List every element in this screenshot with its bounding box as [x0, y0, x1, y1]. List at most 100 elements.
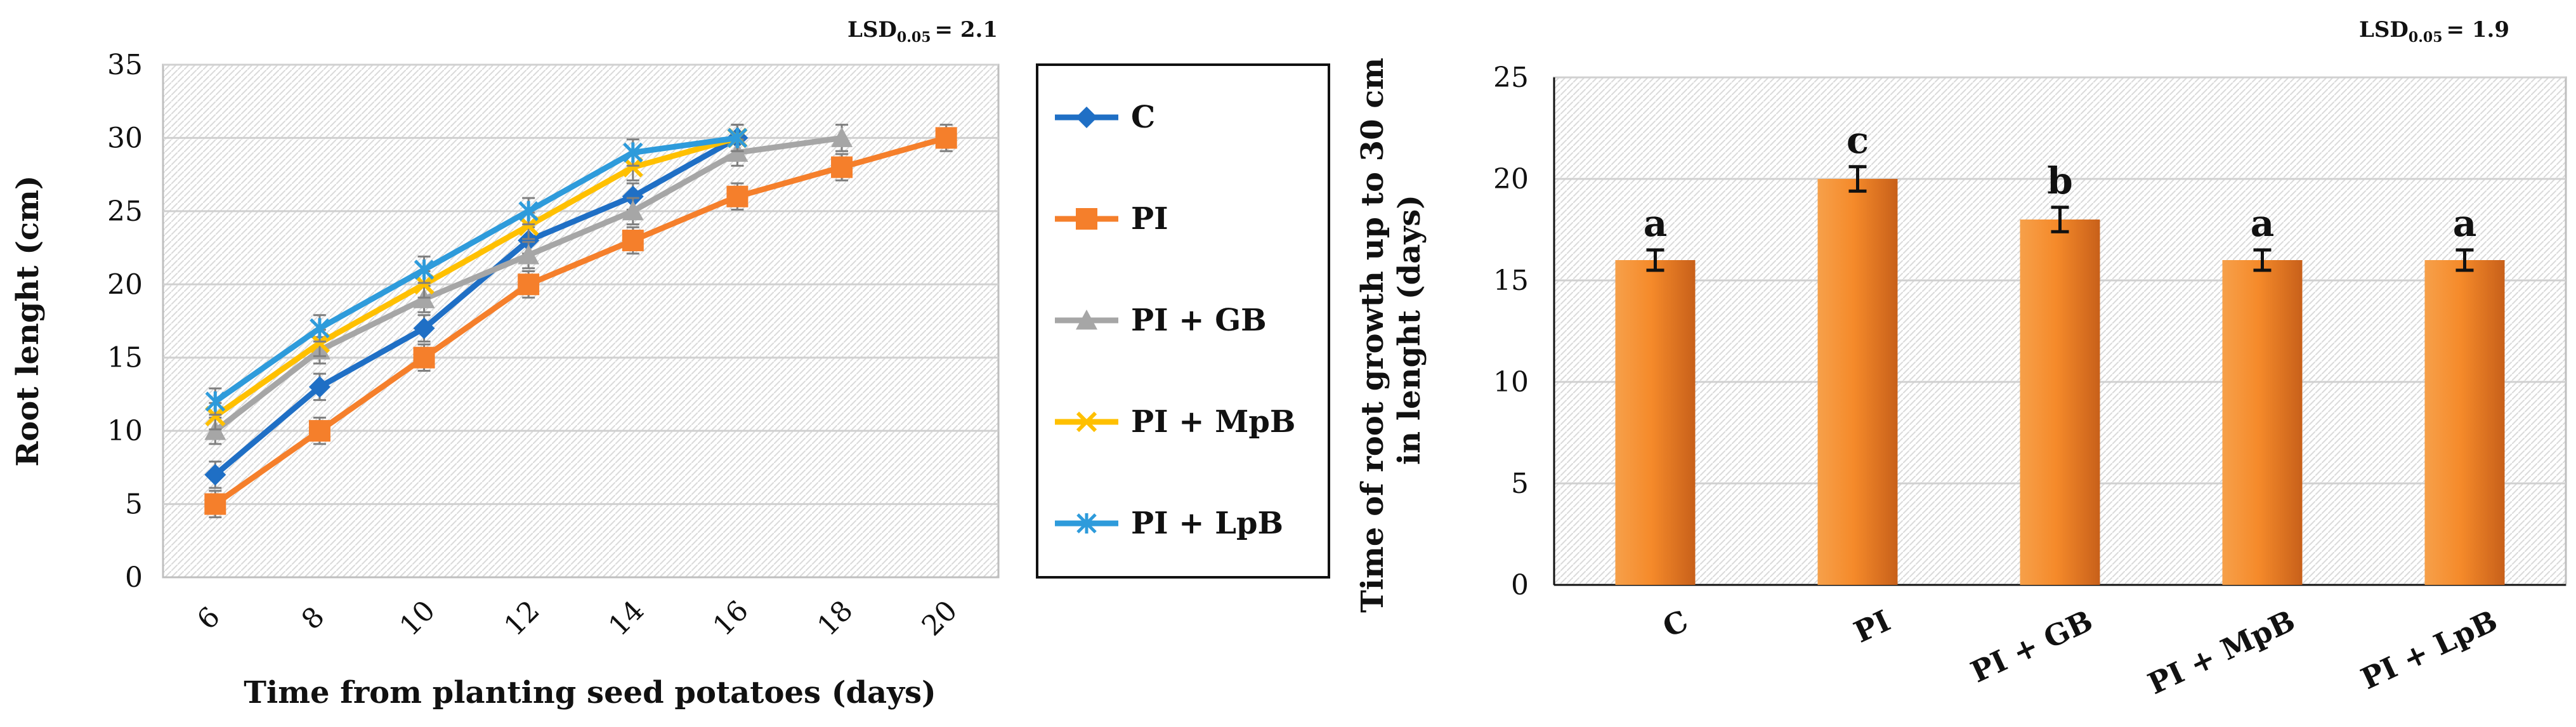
data-point: [623, 142, 643, 163]
legend-swatch-marker: [1076, 411, 1097, 433]
x-tick-label: C: [1657, 603, 1693, 644]
series-line: [213, 135, 947, 507]
data-point: [518, 244, 540, 265]
series-line: [213, 135, 739, 477]
data-point: [205, 405, 226, 427]
bar-c: a: [1615, 202, 1696, 585]
bar-pi-lpb: a: [2424, 202, 2505, 585]
series-line: [213, 134, 738, 404]
bar: [2020, 219, 2100, 585]
data-point: [518, 230, 540, 252]
x-tick-label: PI: [1848, 603, 1895, 650]
y-tick-label: 20: [107, 268, 143, 301]
marker-stroke: [205, 405, 226, 427]
legend-swatch-marker: [1076, 208, 1097, 230]
lsd-label: LSD0.05 = 2.1: [847, 17, 998, 46]
series-layer: [204, 124, 957, 518]
data-point: [310, 318, 330, 339]
marker-stroke: [1076, 411, 1097, 433]
bar: [1817, 179, 1898, 585]
x-tick-label: 8: [296, 601, 331, 636]
significance-letter: a: [1644, 202, 1668, 245]
x-tick-label: 12: [498, 594, 546, 643]
y-tick-label: 20: [1493, 163, 1529, 195]
x-tick-label: 14: [603, 594, 651, 643]
legend-item-c: C: [1055, 100, 1155, 135]
legend-label: C: [1131, 100, 1155, 135]
x-tick-labels: 6 8 10 12 14 16 18 20: [191, 594, 964, 643]
data-point: [308, 420, 330, 442]
y-tick-label: 15: [107, 342, 143, 374]
y-tick-label: 5: [1511, 468, 1529, 500]
legend-swatch-marker: [1076, 513, 1097, 534]
series-c: [204, 124, 749, 489]
y-tick-labels: 0 5 10 15 20 25 30 35: [107, 49, 143, 594]
data-point: [204, 493, 226, 515]
data-point: [622, 185, 644, 207]
data-point: [205, 391, 226, 412]
error-bar: [2455, 248, 2474, 272]
marker-stroke: [309, 332, 330, 353]
data-point: [518, 273, 540, 296]
plot-area-background: [162, 63, 1000, 579]
marker-stroke: [414, 274, 435, 295]
marker-stroke: [622, 157, 643, 178]
series-pi-lpb: [205, 124, 748, 416]
y-tick-label: 15: [1493, 265, 1529, 297]
significance-letter: a: [2453, 202, 2477, 245]
y-axis-title: Time of root growth up to 30 cm in lengh…: [1355, 47, 1427, 613]
marker-stroke: [518, 215, 539, 237]
data-point: [204, 464, 226, 486]
error-bar: [1848, 165, 1867, 193]
x-tick-label: 20: [916, 594, 964, 643]
significance-letter: c: [1847, 119, 1869, 162]
series-line: [213, 135, 738, 419]
y-tick-labels: 0 5 10 15 20 25: [1493, 62, 1529, 601]
legend-item-pi-mpb: PI + MpB: [1055, 404, 1295, 440]
data-point: [622, 230, 644, 252]
data-point: [413, 317, 435, 339]
x-tick-label: 10: [393, 594, 441, 643]
bar-layer: a c b a a: [1615, 119, 2505, 585]
y-axis-title: Root lenght (cm): [10, 175, 46, 466]
data-point: [414, 274, 435, 295]
legend-swatch-marker: [1076, 310, 1097, 330]
data-point: [727, 128, 748, 148]
legend-swatch-marker: [1076, 107, 1097, 128]
series-pi: [204, 124, 957, 518]
y-tick-label: 35: [107, 49, 143, 81]
x-axis-title: Time from planting seed potatoes (days): [244, 675, 936, 711]
legend-label: PI: [1131, 201, 1168, 237]
x-tick-label: PI + LpB: [2356, 603, 2502, 696]
error-bar: [2051, 206, 2069, 233]
data-point: [831, 156, 853, 178]
x-tick-label: PI + GB: [1966, 603, 2098, 690]
bar: [2424, 260, 2505, 585]
bar-pi-gb: b: [2020, 159, 2100, 585]
y-tick-label: 10: [107, 415, 143, 447]
legend-item-pi: PI: [1055, 201, 1168, 237]
error-bar: [2253, 248, 2272, 272]
bar-chart: 0 5 10 15 20 25 C PI PI + GB PI + MpB PI + LpB a c…: [1355, 17, 2567, 701]
data-point: [413, 346, 435, 369]
data-point: [518, 215, 539, 237]
bar-pi: c: [1817, 119, 1898, 585]
legend-item-pi-lpb: PI + LpB: [1055, 506, 1283, 541]
data-point: [308, 376, 330, 398]
x-tick-label: 6: [191, 601, 226, 636]
x-tick-label: 16: [707, 594, 755, 643]
y-tick-label: 25: [1493, 62, 1529, 94]
data-point: [622, 200, 644, 221]
data-point: [518, 200, 539, 221]
y-tick-label: 25: [107, 195, 143, 228]
data-point: [726, 185, 749, 207]
error-bar: [1646, 248, 1664, 272]
lsd-label: LSD0.05 = 1.9: [2359, 17, 2509, 46]
legend-item-pi-gb: PI + GB: [1055, 303, 1267, 338]
significance-letter: a: [2251, 202, 2275, 245]
bar: [1615, 260, 1696, 585]
data-point: [622, 157, 643, 178]
x-tick-labels: C PI PI + GB PI + MpB PI + LpB: [1657, 603, 2502, 701]
legend: C PI PI + GB PI + MpB PI + LpB: [1055, 100, 1295, 541]
y-tick-label: 5: [125, 488, 143, 521]
